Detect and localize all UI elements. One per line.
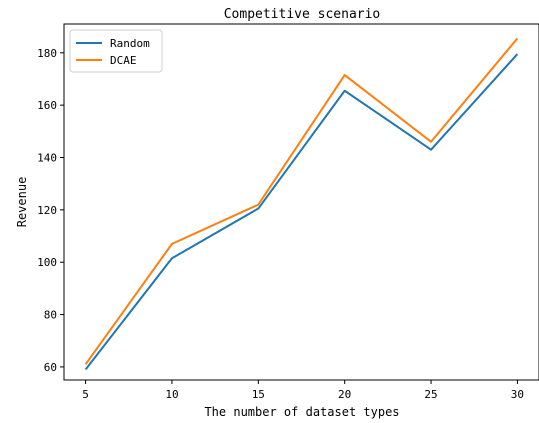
legend-label: Random bbox=[110, 37, 150, 50]
x-tick-label: 5 bbox=[82, 388, 89, 401]
series-line-dcae bbox=[84, 37, 519, 365]
legend: Random DCAE bbox=[69, 29, 163, 73]
y-tick-label: 120 bbox=[37, 204, 57, 217]
legend-label: DCAE bbox=[110, 54, 137, 67]
y-axis: 60 80 100 120 140 160 180 bbox=[37, 47, 64, 374]
x-tick-label: 10 bbox=[165, 388, 178, 401]
x-tick-label: 25 bbox=[424, 388, 437, 401]
y-tick-label: 180 bbox=[37, 47, 57, 60]
x-axis: 5 10 15 20 25 30 bbox=[82, 380, 524, 401]
y-tick-label: 80 bbox=[44, 309, 57, 322]
x-tick-label: 15 bbox=[252, 388, 265, 401]
y-tick-label: 100 bbox=[37, 256, 57, 269]
plot-frame bbox=[63, 23, 539, 381]
series-line-random bbox=[84, 53, 519, 371]
x-axis-title: The number of dataset types bbox=[204, 405, 399, 419]
chart-title: Competitive scenario bbox=[224, 7, 381, 22]
y-tick-label: 60 bbox=[44, 361, 57, 374]
plot-area bbox=[84, 37, 519, 371]
y-tick-label: 160 bbox=[37, 99, 57, 112]
legend-box bbox=[69, 29, 163, 73]
x-tick-label: 30 bbox=[511, 388, 524, 401]
y-tick-label: 140 bbox=[37, 152, 57, 165]
x-tick-label: 20 bbox=[338, 388, 351, 401]
y-axis-title: Revenue bbox=[15, 177, 29, 228]
